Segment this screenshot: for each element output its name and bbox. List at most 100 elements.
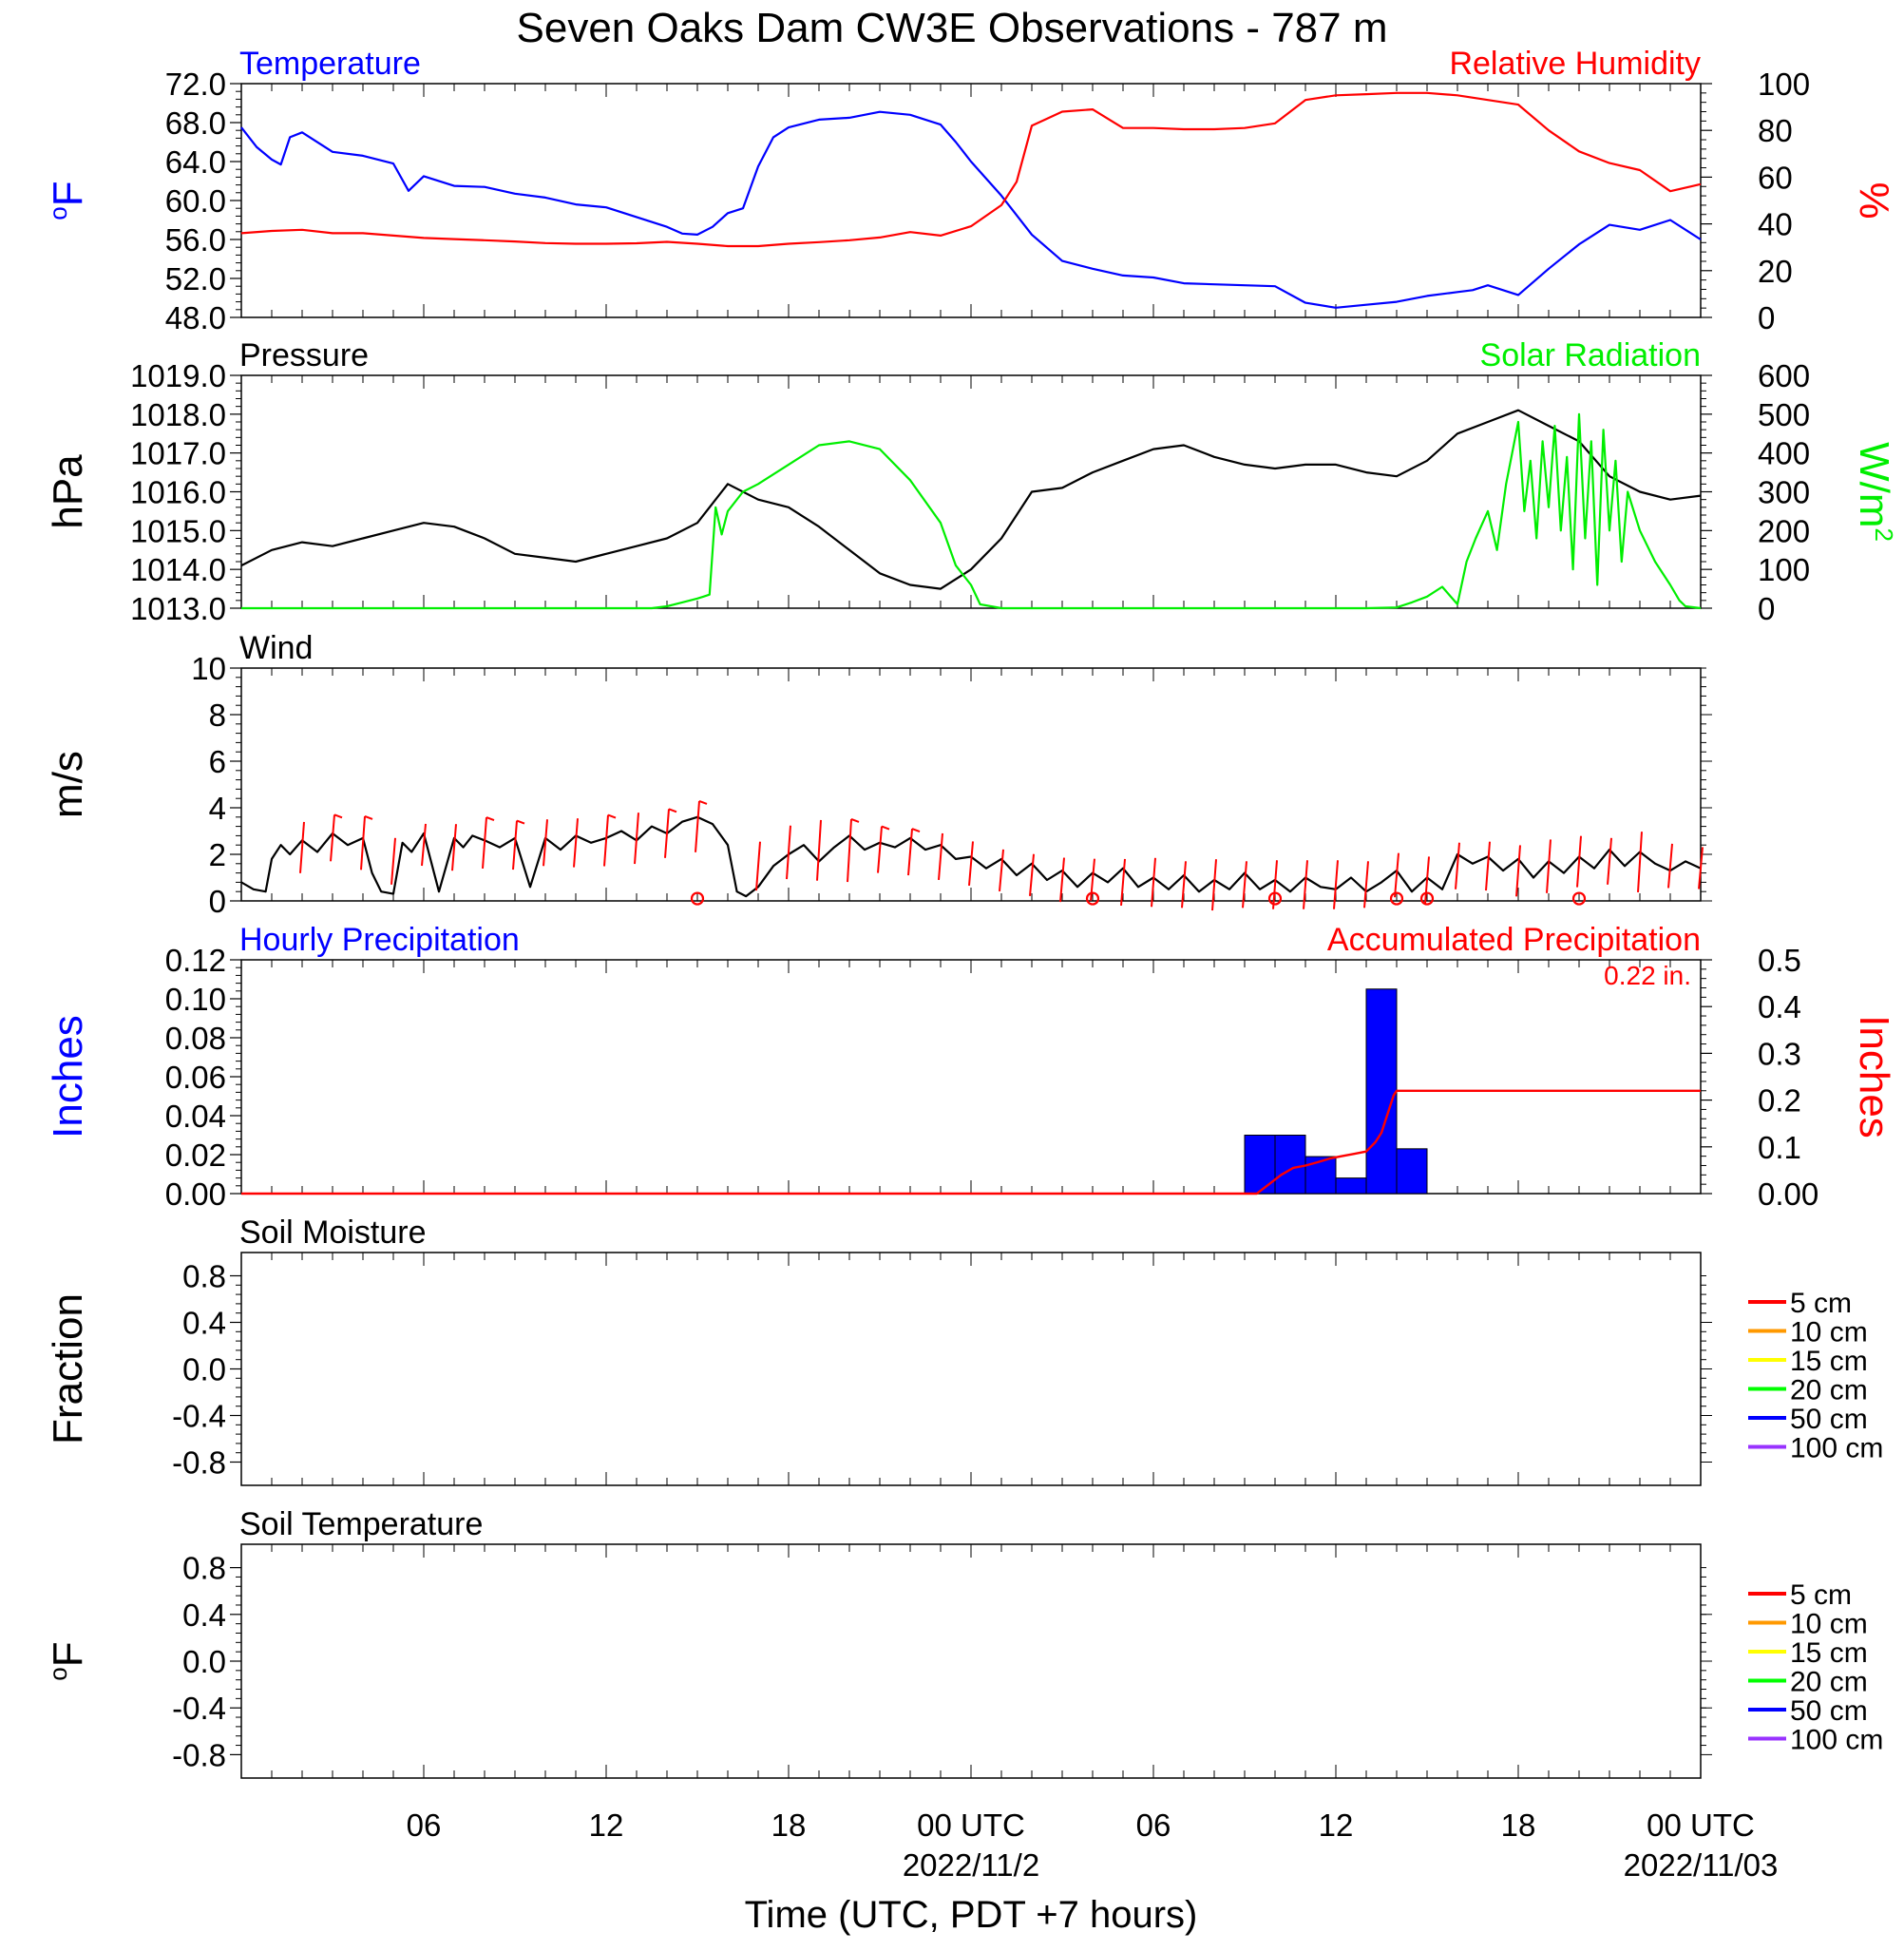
y-axis-label-right-text: % <box>1851 182 1897 219</box>
wind-barb <box>1515 845 1521 897</box>
panel-title-left: Temperature <box>239 46 421 82</box>
y-tick-label-left: 64.0 <box>165 144 226 180</box>
y-tick-label-right: 0.5 <box>1758 943 1801 978</box>
y-axis-label-right-text: W/m2 <box>1851 442 1898 542</box>
wind-barb <box>1485 841 1491 891</box>
y-tick-label-left: 0.4 <box>182 1597 226 1633</box>
y-axis-label-left: oF <box>44 1641 91 1680</box>
wind-barb <box>1394 852 1399 898</box>
wind-barb <box>1424 856 1430 904</box>
wind-barb <box>1029 853 1035 896</box>
wind-barb-flag <box>698 799 708 805</box>
wind-barb <box>299 821 305 873</box>
y-tick-label-right: 0.3 <box>1758 1036 1801 1071</box>
y-tick-label-left: 1015.0 <box>130 513 226 548</box>
panel-title-right: Accumulated Precipitation <box>1327 922 1701 958</box>
wind-barb <box>1242 861 1247 909</box>
wind-barb <box>695 800 700 852</box>
wind-barb <box>330 814 335 862</box>
y-tick-label-left: 60.0 <box>165 183 226 219</box>
plot-frame <box>240 1252 1702 1486</box>
wind-barb-flag <box>607 813 617 819</box>
y-tick-label-left: 0.8 <box>182 1259 226 1294</box>
wind-barb <box>360 815 366 870</box>
y-axis-label-left: hPa <box>45 454 91 529</box>
y-axis-label-left-text: m/s <box>45 751 91 818</box>
y-tick-label-left: 0.06 <box>165 1060 226 1095</box>
wind-barb <box>603 814 609 867</box>
x-tick-label: 00 UTC <box>917 1808 1025 1843</box>
legend-label: 50 cm <box>1790 1695 1868 1727</box>
y-tick-label-left: -0.8 <box>172 1445 226 1481</box>
y-tick-label-left: -0.4 <box>172 1399 226 1434</box>
y-tick-label-left: -0.4 <box>172 1691 226 1726</box>
y-tick-label-left: 0.10 <box>165 982 226 1017</box>
y-tick-label-left: 8 <box>209 698 226 733</box>
y-tick-label-left: 1018.0 <box>130 397 226 432</box>
y-tick-label-right: 40 <box>1758 207 1793 242</box>
calm-wind-marker <box>690 891 705 906</box>
wind-barb-flag <box>668 808 677 813</box>
y-tick-label-left: 1017.0 <box>130 436 226 471</box>
y-axis-label-right: % <box>1851 182 1897 219</box>
precip-bar <box>1244 1135 1276 1195</box>
wind-barb <box>1363 861 1369 909</box>
plot-frame <box>240 374 1702 609</box>
precip-bar <box>1304 1156 1337 1195</box>
plot-frame <box>240 83 1702 318</box>
wind-barb <box>664 809 670 858</box>
wind-barb <box>847 818 852 883</box>
precip-bar <box>1396 1148 1428 1195</box>
wind-barb <box>1667 843 1673 889</box>
y-tick-label-right: 60 <box>1758 160 1793 195</box>
y-tick-label-left: 52.0 <box>165 261 226 296</box>
y-tick-label-left: 56.0 <box>165 222 226 258</box>
calm-wind-marker <box>1389 891 1404 906</box>
y-tick-label-left: 0.02 <box>165 1138 226 1173</box>
y-tick-label-right: 80 <box>1758 113 1793 148</box>
wind-barb <box>816 819 822 881</box>
y-tick-label-right: 0.1 <box>1758 1130 1801 1165</box>
y-tick-label-right: 100 <box>1758 552 1810 587</box>
x-axis-label: Time (UTC, PDT +7 hours) <box>745 1894 1198 1936</box>
y-tick-label-left: 1016.0 <box>130 475 226 510</box>
panel-soil_moisture: 0.8 0.4 0.0 -0.4 -0.8 Soil Moisture Fraction 5 … <box>45 1215 1883 1486</box>
legend-label: 100 cm <box>1790 1725 1883 1756</box>
x-tick-label: 12 <box>1319 1808 1354 1843</box>
wind-barb-flag <box>911 828 921 832</box>
plot-frame <box>240 959 1702 1195</box>
wind-barb <box>1151 857 1156 908</box>
wind-barb <box>1272 860 1278 909</box>
y-tick-label-left: -0.8 <box>172 1737 226 1772</box>
wind-barb <box>543 819 548 867</box>
y-tick-label-right: 600 <box>1758 358 1810 393</box>
legend-label: 50 cm <box>1790 1404 1868 1435</box>
y-axis-label-left: Fraction <box>45 1293 91 1444</box>
wind-barb <box>1576 835 1582 888</box>
wind-barb <box>1607 837 1612 885</box>
x-axis-ticks: 06 12 18 00 UTC 2022/11/2 06 12 18 00 UTC 2022/11… <box>407 1808 1779 1883</box>
y-tick-label-left: 10 <box>191 651 226 686</box>
wind-barb <box>1303 860 1308 909</box>
wind-barb <box>1333 860 1339 909</box>
wind-barb <box>1637 832 1643 892</box>
y-tick-label-right: 200 <box>1758 513 1810 548</box>
series-line-relative-humidity <box>240 91 1702 248</box>
wind-barb <box>1698 847 1704 889</box>
wind-barb-flag <box>881 825 890 831</box>
panel-title-right: Relative Humidity <box>1449 46 1701 82</box>
y-tick-label-left: 0.12 <box>165 943 226 978</box>
wind-barb <box>1059 857 1065 903</box>
x-tick-label: 18 <box>771 1808 807 1843</box>
legend-label: 15 cm <box>1790 1637 1868 1669</box>
wind-barb <box>573 818 579 868</box>
y-tick-label-right: 0.4 <box>1758 989 1801 1024</box>
wind-barb <box>1120 858 1126 906</box>
y-tick-label-left: 2 <box>209 837 226 872</box>
y-tick-label-left: 4 <box>209 791 226 826</box>
y-tick-label-left: 0.0 <box>182 1352 226 1387</box>
series-line-wind <box>240 815 1702 898</box>
y-axis-label-left: m/s <box>45 751 91 818</box>
